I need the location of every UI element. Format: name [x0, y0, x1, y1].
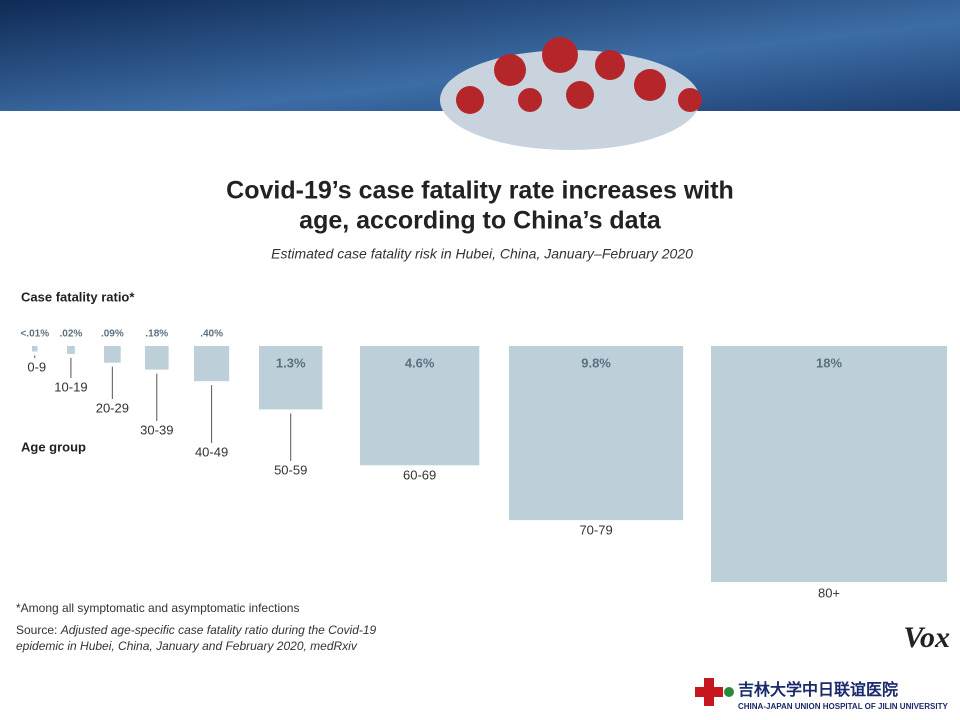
- chart-title: Covid-19’s case fatality rate increases …: [226, 177, 734, 205]
- value-label: <.01%: [20, 329, 49, 340]
- source-text: Adjusted age-specific case fatality rati…: [16, 623, 377, 653]
- category-label: 80+: [818, 585, 840, 600]
- value-axis-label: Case fatality ratio*: [21, 289, 135, 304]
- value-label: 4.6%: [405, 355, 435, 370]
- category-label: 30-39: [140, 422, 173, 437]
- square: [509, 346, 684, 521]
- category-label: 0-9: [27, 359, 46, 374]
- chart-title: age, according to China’s data: [299, 207, 662, 235]
- source-label: Source:: [16, 623, 58, 637]
- brand: Vox: [903, 621, 950, 654]
- hospital-name-cn: 吉林大学中日联谊医院: [738, 680, 898, 699]
- category-label: 20-29: [96, 400, 129, 415]
- square: [259, 346, 323, 410]
- square: [67, 346, 75, 354]
- hospital-name-en: CHINA-JAPAN UNION HOSPITAL OF JILIN UNIV…: [738, 702, 948, 711]
- category-label: 40-49: [195, 444, 228, 459]
- category-label: 60-69: [403, 467, 436, 482]
- square: [194, 346, 230, 382]
- hospital-logo: [695, 678, 734, 706]
- virus-image: [440, 37, 702, 150]
- subtitle: Estimated case fatality risk in Hubei, C…: [271, 246, 693, 262]
- square: [32, 346, 38, 352]
- value-label: .40%: [200, 329, 223, 340]
- value-label: .09%: [101, 329, 124, 340]
- category-label: 10-19: [54, 379, 87, 394]
- square: [104, 346, 121, 363]
- source: Source: Adjusted age-specific case fatal…: [16, 622, 401, 654]
- value-label: .18%: [145, 329, 168, 340]
- square: [711, 346, 947, 582]
- value-label: 1.3%: [276, 355, 306, 370]
- category-label: 50-59: [274, 462, 307, 477]
- square: [360, 346, 480, 466]
- value-label: 18%: [816, 355, 842, 370]
- value-label: .02%: [60, 329, 83, 340]
- footnote: *Among all symptomatic and asymptomatic …: [16, 601, 300, 615]
- square: [145, 346, 169, 370]
- category-axis-label: Age group: [21, 439, 86, 454]
- category-label: 70-79: [579, 522, 612, 537]
- value-label: 9.8%: [581, 355, 611, 370]
